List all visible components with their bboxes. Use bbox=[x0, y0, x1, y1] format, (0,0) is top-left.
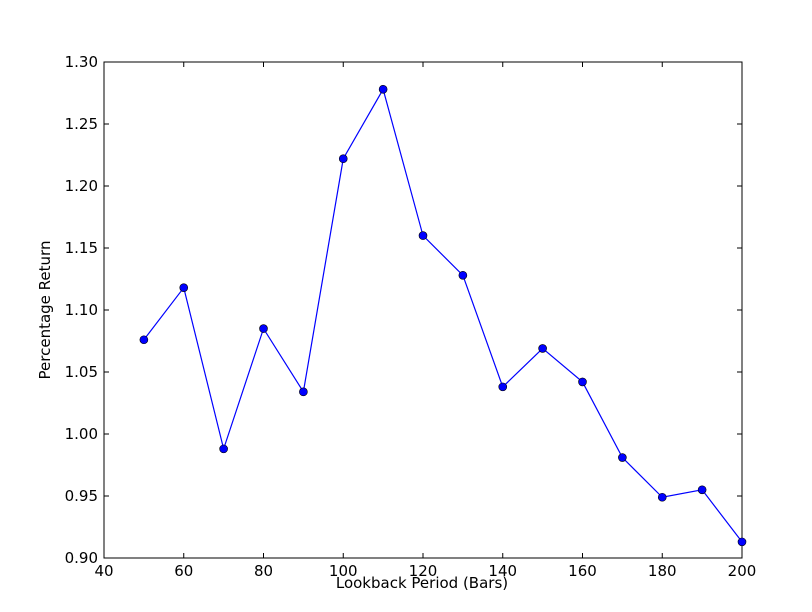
point bbox=[458, 270, 468, 280]
x-tick-label: 200 bbox=[728, 562, 757, 580]
point bbox=[498, 382, 508, 392]
point bbox=[259, 324, 268, 333]
point bbox=[538, 344, 547, 353]
point bbox=[657, 492, 667, 502]
x-tick-label: 140 bbox=[488, 562, 517, 580]
y-tick-label: 1.30 bbox=[65, 53, 98, 71]
point bbox=[578, 377, 587, 387]
x-tick-label: 160 bbox=[568, 562, 597, 580]
point bbox=[697, 485, 707, 495]
point bbox=[338, 154, 348, 164]
x-tick-label: 80 bbox=[254, 562, 273, 580]
x-tick-label: 100 bbox=[329, 562, 358, 580]
y-tick-label: 0.90 bbox=[65, 549, 98, 567]
y-tick-label: 1.20 bbox=[65, 177, 98, 195]
y-tick-label: 1.05 bbox=[65, 363, 98, 381]
point bbox=[418, 231, 428, 240]
y-tick-label: 1.15 bbox=[65, 239, 98, 257]
plot-area bbox=[103, 61, 743, 559]
x-tick-label: 180 bbox=[648, 562, 677, 580]
x-tick-label: 120 bbox=[409, 562, 438, 580]
x-tick-label: 40 bbox=[94, 562, 113, 580]
point bbox=[179, 283, 189, 292]
point bbox=[299, 387, 308, 397]
y-tick-label: 1.25 bbox=[65, 115, 98, 133]
y-tick-label: 0.95 bbox=[65, 487, 98, 505]
point bbox=[737, 537, 747, 547]
y-axis-label: Percentage Return bbox=[36, 241, 54, 380]
point bbox=[139, 335, 149, 345]
y-tick-label: 1.10 bbox=[65, 301, 98, 319]
x-axis-label: Lookback Period (Bars) bbox=[336, 574, 508, 592]
x-tick-label: 60 bbox=[174, 562, 193, 580]
y-tick-label: 1.00 bbox=[65, 425, 98, 443]
point bbox=[219, 444, 228, 454]
point bbox=[378, 84, 388, 94]
series-line bbox=[143, 87, 743, 543]
point bbox=[618, 453, 627, 462]
